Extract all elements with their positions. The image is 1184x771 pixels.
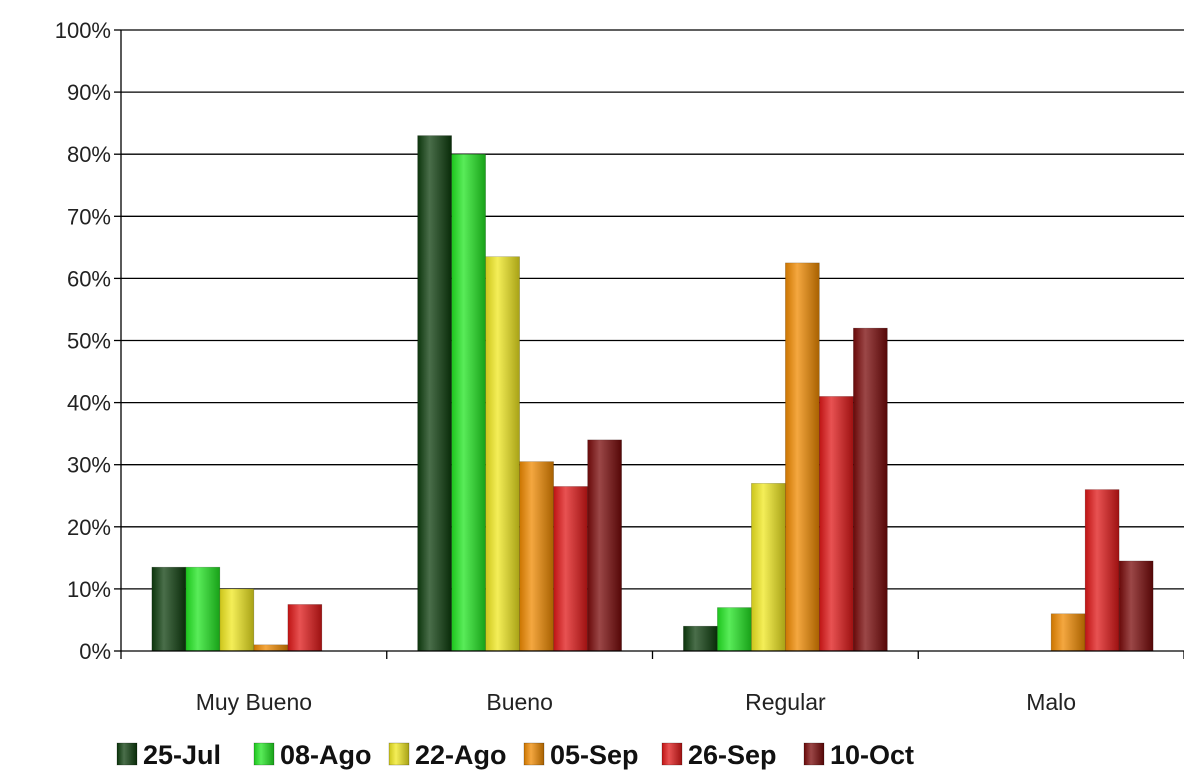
bar-08-ago-muy-bueno (185, 566, 221, 652)
y-tick-label: 0% (79, 639, 111, 664)
gridlines (121, 29, 1184, 590)
bar-25-jul-bueno (417, 135, 452, 652)
legend-item: 26-Sep (661, 740, 777, 770)
y-tick-label: 80% (67, 142, 111, 167)
bar-10-oct-malo (1118, 560, 1154, 652)
legend-swatch (661, 742, 683, 766)
legend-label: 08-Ago (280, 740, 372, 770)
x-axis-category-labels: Muy Bueno Bueno Regular Malo (196, 689, 1076, 715)
bar-25-jul-regular (683, 625, 718, 652)
bar-26-sep-muy-bueno (287, 604, 323, 652)
bar-05-sep-malo (1050, 613, 1086, 652)
bar-05-sep-regular (785, 262, 820, 652)
bar-25-jul-muy-bueno (151, 566, 187, 652)
bar-22-ago-bueno (485, 256, 520, 652)
legend-label: 05-Sep (550, 740, 639, 770)
legend-swatch (253, 742, 275, 766)
y-tick-label: 60% (67, 266, 111, 291)
x-tick-label: Regular (745, 689, 826, 715)
bar-22-ago-regular (751, 483, 786, 652)
bar-08-ago-bueno (451, 153, 486, 652)
bar-26-sep-malo (1084, 489, 1120, 652)
legend-label: 22-Ago (415, 740, 507, 770)
legend-item: 08-Ago (253, 740, 372, 770)
y-axis-ticks: 0% 10% 20% 30% 40% 50% 60% 70% 80% 90% 100% (55, 18, 121, 664)
y-tick-label: 90% (67, 80, 111, 105)
bar-26-sep-bueno (553, 486, 588, 652)
x-tick-label: Malo (1026, 689, 1076, 715)
y-tick-label: 100% (55, 18, 111, 43)
legend-label: 26-Sep (688, 740, 777, 770)
bar-08-ago-regular (717, 607, 752, 652)
y-tick-label: 50% (67, 329, 111, 354)
y-tick-label: 70% (67, 204, 111, 229)
bar-22-ago-muy-bueno (219, 588, 255, 652)
y-tick-label: 30% (67, 453, 111, 478)
legend-item: 05-Sep (523, 740, 639, 770)
bar-26-sep-regular (819, 396, 854, 652)
legend-label: 10-Oct (830, 740, 914, 770)
legend-swatch (803, 742, 825, 766)
bar-05-sep-muy-bueno (253, 644, 289, 652)
y-tick-label: 20% (67, 515, 111, 540)
legend-swatch (388, 742, 410, 766)
bar-05-sep-bueno (519, 461, 554, 652)
bar-10-oct-bueno (587, 439, 622, 652)
bar-10-oct-regular (853, 327, 888, 652)
y-tick-label: 10% (67, 577, 111, 602)
x-tick-label: Bueno (486, 689, 553, 715)
legend-item: 10-Oct (803, 740, 914, 770)
x-tick-label: Muy Bueno (196, 689, 312, 715)
legend-swatch (523, 742, 545, 766)
legend: 25-Jul 08-Ago 22-Ago 05-Sep 26-Sep 10-Oct (116, 740, 914, 770)
legend-label: 25-Jul (143, 740, 221, 770)
legend-swatch (116, 742, 138, 766)
legend-item: 25-Jul (116, 740, 221, 770)
legend-item: 22-Ago (388, 740, 507, 770)
bars (151, 135, 1154, 652)
x-axis (120, 30, 1184, 659)
y-tick-label: 40% (67, 391, 111, 416)
